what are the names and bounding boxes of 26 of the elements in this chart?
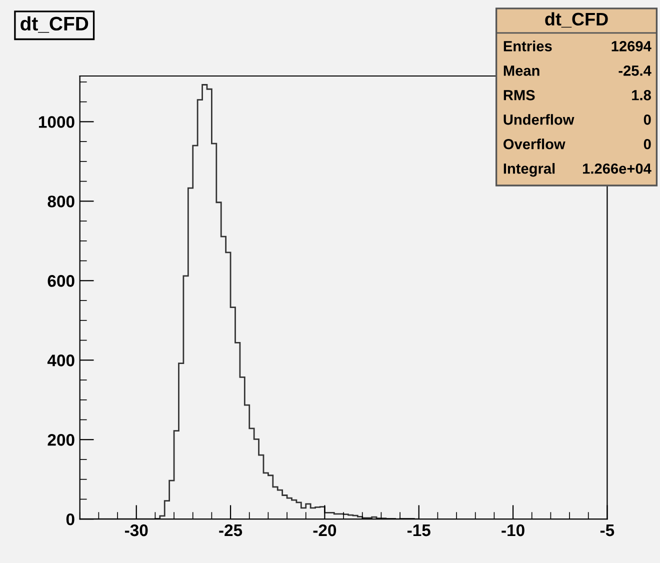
y-tick-label: 1000 bbox=[38, 116, 74, 128]
x-tick-label: -30 bbox=[124, 524, 148, 536]
annotation: Integral bbox=[504, 163, 555, 177]
annotation: RMS bbox=[504, 90, 535, 100]
annotation: Overflow bbox=[504, 138, 566, 150]
annotation: Underflow bbox=[504, 114, 574, 125]
y-tick-label: 400 bbox=[47, 354, 74, 366]
y-tick-label: 800 bbox=[48, 196, 74, 208]
x-tick-label: -25 bbox=[219, 524, 242, 536]
text: Mean bbox=[504, 66, 540, 76]
text: 0 bbox=[644, 138, 651, 150]
text: dt_CFD bbox=[545, 12, 608, 28]
y-tick-label: 600 bbox=[48, 275, 74, 287]
x-tick-label: -15 bbox=[407, 524, 430, 536]
text: 1.8 bbox=[632, 90, 651, 100]
text: -25.4 bbox=[618, 66, 652, 76]
x-tick-label: -5 bbox=[600, 524, 614, 536]
x-tick-label: -10 bbox=[502, 524, 524, 536]
text: 12694 bbox=[612, 41, 652, 52]
annotation: 1.266e+04 bbox=[583, 163, 652, 174]
text: 0 bbox=[644, 114, 651, 125]
chart-title: dt_CFD bbox=[20, 16, 88, 33]
x-tick-label: -20 bbox=[313, 524, 336, 536]
text: Entries bbox=[504, 40, 552, 52]
y-tick-label: 0 bbox=[66, 513, 74, 526]
y-tick-label: 200 bbox=[48, 434, 74, 446]
